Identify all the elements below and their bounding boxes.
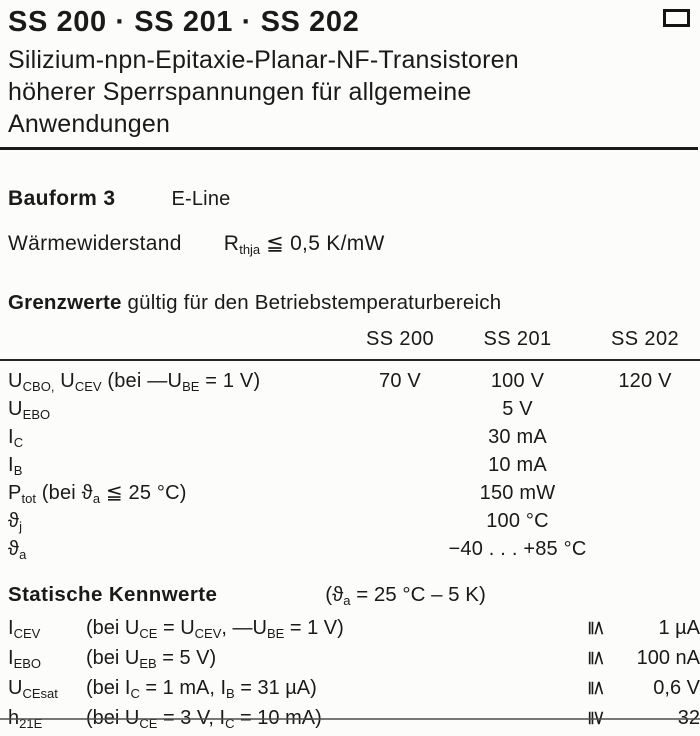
page-title: SS 200 · SS 201 · SS 202 [8, 6, 360, 38]
header-divider [0, 147, 698, 150]
bottom-divider [0, 718, 700, 720]
value-all: 100 °C [486, 510, 549, 532]
value-ss200: 70 V [379, 370, 421, 392]
row-condition: (bei UEB = 5 V) [86, 647, 217, 671]
row-symbol: UCEsat [8, 677, 58, 701]
header-spacer [0, 326, 355, 352]
package-value: E-Line [171, 188, 231, 210]
table-row-ptot: Ptot (bei ϑa ≦ 25 °C) 150 mW [0, 482, 700, 510]
column-ss201: SS 201 [483, 328, 552, 350]
table-row-theta-j: ϑj 100 °C [0, 510, 700, 538]
rectangle-outline-icon [663, 9, 690, 27]
less-equal-sign-rotated: ≦ [584, 649, 607, 667]
limits-heading-rest: gültig für den Betriebstemperaturbereich [121, 291, 502, 314]
row-label: UCBO, UCEV (bei —UBE = 1 V) [8, 370, 261, 394]
value-all: −40 . . . +85 °C [448, 538, 587, 560]
statics-heading-bold: Statische Kennwerte [8, 583, 218, 606]
less-equal-sign: ≦ [266, 232, 285, 255]
table-row-ib: IB 10 mA [0, 454, 700, 482]
column-ss202: SS 202 [610, 328, 679, 350]
thermal-value: 0,5 K/mW [290, 232, 385, 255]
table-row-theta-a: ϑa −40 . . . +85 °C [0, 538, 700, 566]
package-label: Bauform 3 [8, 187, 116, 210]
row-value: 0,6 V [653, 677, 700, 699]
limits-table-header: SS 200 SS 201 SS 202 [0, 326, 700, 352]
less-equal-sign-rotated: ≦ [584, 619, 607, 637]
row-label: ϑa [8, 538, 27, 562]
row-condition: (bei UCE = 3 V, IC = 10 mA) [86, 707, 322, 731]
statics-table: ICEV (bei UCE = UCEV, —UBE = 1 V) ≦ 1 µA… [0, 616, 700, 736]
row-value: 32 [677, 707, 700, 729]
statics-heading: Statische Kennwerte (ϑa = 25 °C – 5 K) [8, 583, 486, 608]
value-all: 10 mA [488, 454, 547, 476]
row-label: UEBO [8, 398, 51, 422]
subtitle-line: höherer Sperrspannungen für allgemeine [8, 78, 472, 106]
subtitle-line: Anwendungen [8, 110, 171, 138]
statics-row-h21e: h21E (bei UCE = 3 V, IC = 10 mA) ≧ 32 [0, 706, 700, 736]
value-all: 30 mA [488, 426, 547, 448]
row-condition: (bei IC = 1 mA, IB = 31 µA) [86, 677, 317, 701]
subtitle-line: Silizium-npn-Epitaxie-Planar-NF-Transist… [8, 46, 519, 74]
statics-heading-condition: (ϑa = 25 °C – 5 K) [325, 583, 486, 608]
value-ss201: 100 V [490, 370, 545, 392]
statics-row-icev: ICEV (bei UCE = UCEV, —UBE = 1 V) ≦ 1 µA [0, 616, 700, 646]
table-row-uebo: UEBO 5 V [0, 398, 700, 426]
table-row-ic: IC 30 mA [0, 426, 700, 454]
row-value: 100 nA [636, 647, 700, 669]
limits-heading: Grenzwerte gültig für den Betriebstemper… [8, 291, 501, 315]
less-equal-sign-rotated: ≦ [584, 679, 607, 697]
value-all: 150 mW [479, 482, 556, 504]
thermal-symbol-subscript: thja [239, 242, 261, 257]
page-subtitle: Silizium-npn-Epitaxie-Planar-NF-Transist… [8, 44, 519, 140]
row-label: IB [8, 454, 23, 478]
row-label: IC [8, 426, 24, 450]
table-row-ucbo-ucev: UCBO, UCEV (bei —UBE = 1 V) 70 V 100 V 1… [0, 370, 700, 398]
row-symbol: ICEV [8, 617, 41, 641]
thermal-symbol: R [223, 232, 240, 255]
thermal-formula: Rthja ≦ 0,5 K/mW [223, 232, 385, 257]
row-condition: (bei UCE = UCEV, —UBE = 1 V) [86, 617, 344, 641]
package-line: Bauform 3 E-Line [8, 187, 230, 211]
limits-table: SS 200 SS 201 SS 202 UCBO, UCEV (bei —UB… [0, 326, 700, 566]
table-header-divider [0, 359, 700, 361]
limits-table-rows: UCBO, UCEV (bei —UBE = 1 V) 70 V 100 V 1… [0, 361, 700, 566]
greater-equal-sign-rotated: ≧ [584, 709, 607, 727]
row-label: Ptot (bei ϑa ≦ 25 °C) [8, 482, 187, 506]
thermal-label: Wärmewiderstand [8, 232, 182, 255]
column-ss200: SS 200 [365, 328, 434, 350]
value-all: 5 V [502, 398, 533, 420]
statics-row-iebo: IEBO (bei UEB = 5 V) ≦ 100 nA [0, 646, 700, 676]
row-label: ϑj [8, 510, 23, 534]
statics-row-ucesat: UCEsat (bei IC = 1 mA, IB = 31 µA) ≦ 0,6… [0, 676, 700, 706]
row-symbol: IEBO [8, 647, 42, 671]
thermal-resistance-line: Wärmewiderstand Rthja ≦ 0,5 K/mW [8, 231, 385, 257]
value-ss202: 120 V [618, 370, 672, 392]
limits-heading-bold: Grenzwerte [8, 291, 122, 314]
row-value: 1 µA [658, 617, 700, 639]
row-symbol: h21E [8, 707, 43, 731]
